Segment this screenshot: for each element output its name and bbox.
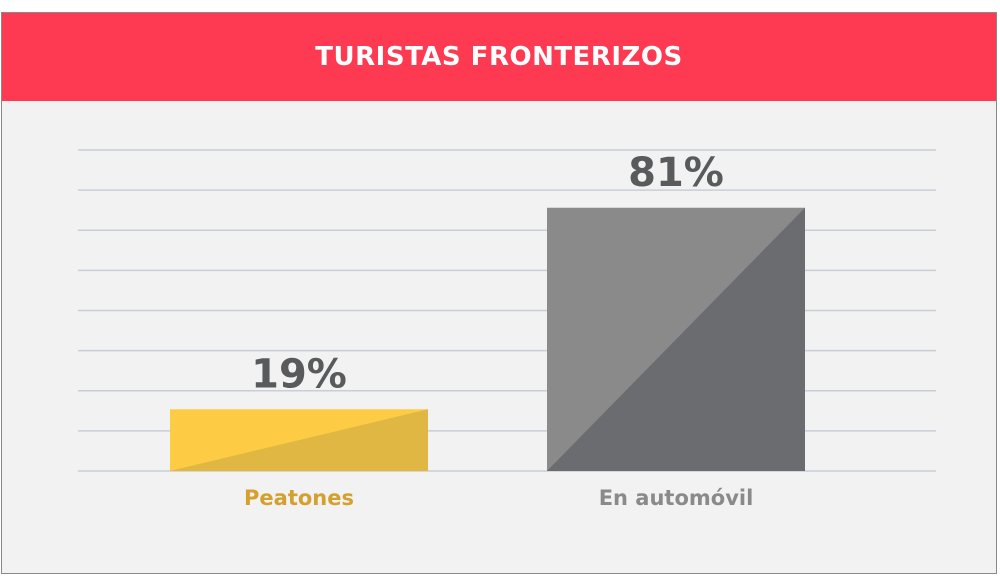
bar-peatones: [170, 409, 428, 471]
category-label: Peatones: [244, 486, 354, 510]
labels: 19% Peatones 81% En automóvil: [244, 150, 753, 510]
value-label: 19%: [251, 351, 347, 397]
chart-title: TURISTAS FRONTERIZOS: [315, 42, 683, 72]
bars: [170, 207, 805, 471]
value-label: 81%: [628, 150, 724, 196]
chart-header: TURISTAS FRONTERIZOS: [2, 13, 996, 101]
category-label: En automóvil: [599, 486, 754, 510]
chart-card: TURISTAS FRONTERIZOS: [1, 12, 997, 574]
bar-en-automovil: [547, 207, 805, 471]
bar-shade: [547, 207, 805, 471]
bar-shade: [170, 409, 428, 471]
